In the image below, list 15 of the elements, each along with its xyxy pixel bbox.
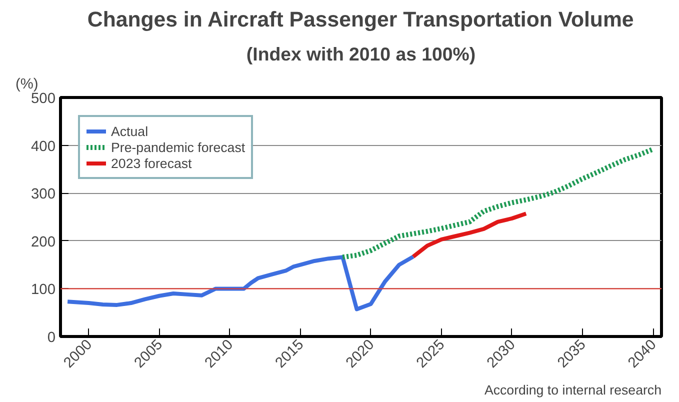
y-tick-label: 300: [31, 186, 56, 203]
legend-label: Pre-pandemic forecast: [111, 140, 246, 154]
line-series: [66, 254, 416, 312]
line-series: [411, 212, 528, 259]
y-tick-label: 200: [31, 234, 56, 250]
text: According to internal research: [484, 382, 662, 398]
legend-label: Actual: [111, 124, 148, 138]
legend-label: 2023 forecast: [111, 156, 192, 170]
y-tick-label: 100: [31, 282, 56, 298]
y-tick-label: 500: [31, 91, 56, 107]
chart-subtitle: (Index with 2010 as 100%): [246, 44, 476, 64]
y-tick-label: 400: [31, 138, 56, 155]
chart-title: Changes in Aircraft Passenger Transportation Volume: [87, 8, 634, 32]
y-axis-title: (%): [16, 76, 38, 92]
y-tick-label: 0: [47, 330, 56, 346]
